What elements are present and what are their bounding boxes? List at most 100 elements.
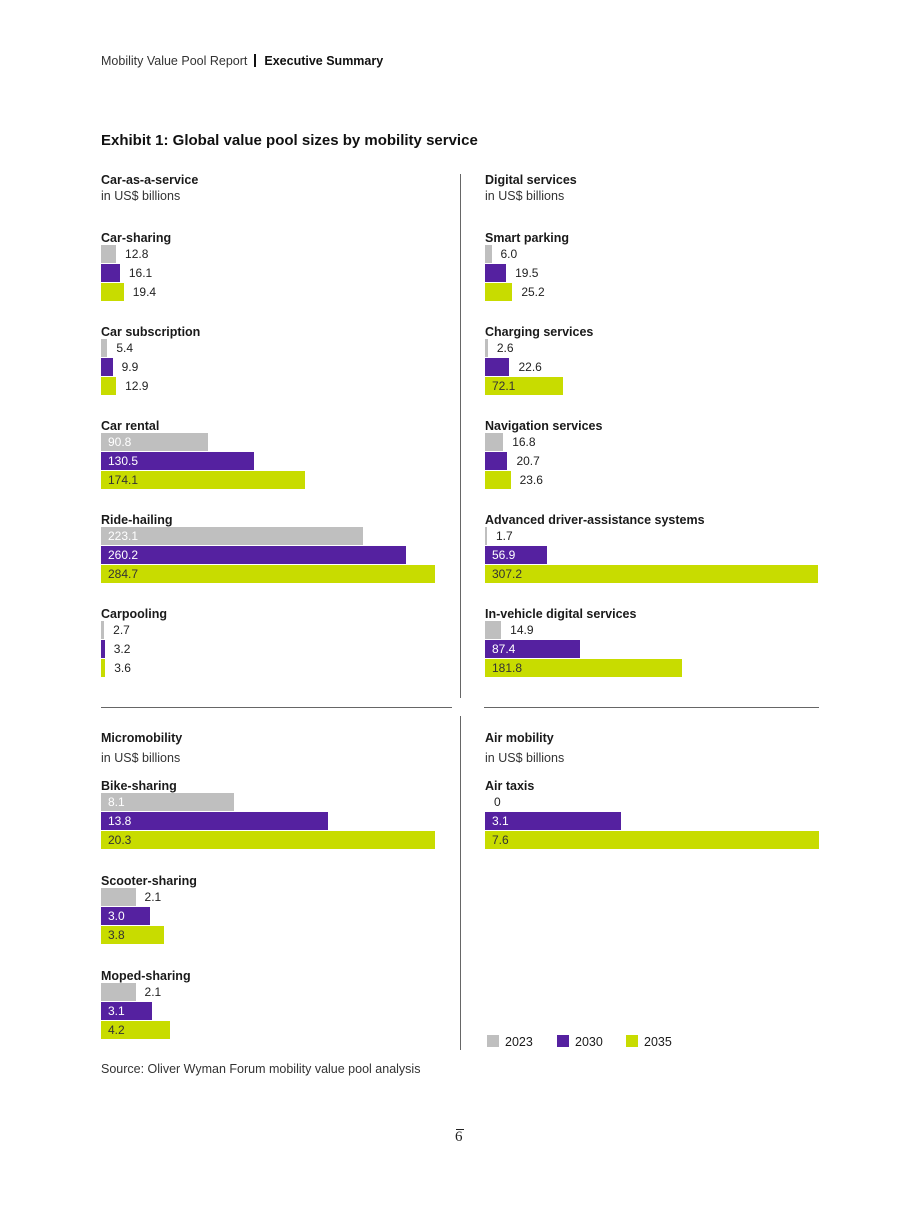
bar-2030 bbox=[101, 264, 120, 282]
bar-2030 bbox=[485, 812, 622, 830]
value-label-2030: 130.5 bbox=[108, 454, 139, 468]
bar-2035 bbox=[485, 283, 513, 301]
bar-2023 bbox=[101, 339, 108, 357]
section-name: Executive Summary bbox=[264, 54, 384, 68]
category-label: Smart parking bbox=[485, 231, 570, 245]
value-label-2030: 13.8 bbox=[108, 814, 132, 828]
value-label-2035: 174.1 bbox=[108, 473, 139, 487]
group-navigation-services: Navigation services 16.8 20.7 23.6 bbox=[485, 419, 828, 501]
bar-2023 bbox=[101, 983, 136, 1001]
bar-2035 bbox=[101, 283, 124, 301]
panel-title: Car-as-a-service bbox=[101, 173, 199, 187]
category-label: Car rental bbox=[101, 419, 160, 433]
legend-swatch-2035 bbox=[626, 1035, 638, 1047]
value-label-2023: 2.6 bbox=[496, 341, 514, 355]
bar-2023 bbox=[485, 621, 502, 639]
bar-2035 bbox=[485, 471, 511, 489]
category-label: Air taxis bbox=[485, 779, 535, 793]
group-advanced-driver-assistance-systems: Advanced driver-assistance systems 1.7 56.… bbox=[485, 513, 828, 595]
category-label: Bike-sharing bbox=[101, 779, 177, 793]
value-label-2035: 307.2 bbox=[492, 567, 523, 581]
value-label-2023: 2.1 bbox=[144, 985, 162, 999]
bar-2035 bbox=[101, 565, 435, 583]
value-label-2023: 16.8 bbox=[512, 435, 536, 449]
value-label-2023: 14.9 bbox=[510, 623, 534, 637]
report-header: Mobility Value Pool Report Executive Summ… bbox=[101, 54, 383, 68]
bar-2035 bbox=[485, 377, 564, 395]
value-label-2030: 87.4 bbox=[492, 642, 516, 656]
value-label-2030: 9.9 bbox=[121, 360, 139, 374]
bar-2030 bbox=[485, 358, 510, 376]
value-label-2035: 3.8 bbox=[108, 928, 125, 942]
source-note: Source: Oliver Wyman Forum mobility valu… bbox=[101, 1062, 421, 1076]
legend-item-2035: 2035 bbox=[626, 1035, 672, 1049]
group-moped-sharing: Moped-sharing 2.1 3.1 4.2 bbox=[101, 969, 445, 1051]
bar-2030 bbox=[101, 358, 113, 376]
bar-2030 bbox=[485, 452, 508, 470]
header-separator bbox=[254, 54, 257, 67]
legend-label-2035: 2035 bbox=[644, 1035, 672, 1049]
bar-2035 bbox=[101, 377, 117, 395]
group-bike-sharing: Bike-sharing 8.1 13.8 20.3 bbox=[101, 779, 445, 861]
legend-swatch-2023 bbox=[487, 1035, 499, 1047]
category-label: Car-sharing bbox=[101, 231, 172, 245]
group-ride-hailing: Ride-hailing 223.1 260.2 284.7 bbox=[101, 513, 445, 595]
bar-2030 bbox=[101, 640, 105, 658]
value-label-2030: 20.7 bbox=[516, 454, 540, 468]
legend-swatch-2030 bbox=[557, 1035, 569, 1047]
bar-2035 bbox=[101, 926, 164, 944]
bar-2023 bbox=[101, 621, 105, 639]
bar-2023 bbox=[101, 888, 136, 906]
bar-2030 bbox=[101, 907, 151, 925]
legend-item-2023: 2023 bbox=[487, 1035, 533, 1049]
bar-2023 bbox=[485, 433, 504, 451]
category-label: Car subscription bbox=[101, 325, 201, 339]
value-label-2030: 22.6 bbox=[518, 360, 542, 374]
value-label-2035: 72.1 bbox=[492, 379, 516, 393]
value-label-2035: 284.7 bbox=[108, 567, 139, 581]
bar-2030 bbox=[101, 546, 407, 564]
category-label: Carpooling bbox=[101, 607, 167, 621]
category-label: In-vehicle digital services bbox=[485, 607, 637, 621]
value-label-2023: 2.7 bbox=[113, 623, 130, 637]
bar-2035 bbox=[485, 565, 818, 583]
panel-unit: in US$ billions bbox=[485, 751, 565, 765]
bar-2035 bbox=[101, 471, 306, 489]
value-label-2030: 19.5 bbox=[515, 266, 539, 280]
bar-2035 bbox=[485, 831, 819, 849]
vertical-divider-top bbox=[460, 174, 461, 698]
group-car-rental: Car rental 90.8 130.5 174.1 bbox=[101, 419, 445, 501]
value-label-2035: 12.9 bbox=[125, 379, 149, 393]
vertical-divider-bottom bbox=[460, 716, 461, 1050]
bar-2035 bbox=[101, 1021, 171, 1039]
bar-2030 bbox=[101, 1002, 152, 1020]
horizontal-divider-left bbox=[101, 707, 452, 708]
panel-title: Digital services bbox=[485, 173, 577, 187]
value-label-2035: 4.2 bbox=[108, 1023, 125, 1037]
value-label-2035: 3.6 bbox=[114, 661, 131, 675]
value-label-2035: 181.8 bbox=[492, 661, 523, 675]
group-air-taxis: Air taxis 0 3.1 7.6 bbox=[485, 779, 829, 861]
panel-title: Air mobility bbox=[485, 731, 554, 745]
report-name: Mobility Value Pool Report bbox=[101, 54, 248, 68]
group-charging-services: Charging services 2.6 22.6 72.1 bbox=[485, 325, 828, 407]
group-smart-parking: Smart parking 6.0 19.5 25.2 bbox=[485, 231, 828, 313]
panel-title: Micromobility bbox=[101, 731, 183, 745]
category-label: Ride-hailing bbox=[101, 513, 173, 527]
value-label-2023: 5.4 bbox=[116, 341, 134, 355]
bar-2030 bbox=[485, 640, 580, 658]
exhibit-title: Exhibit 1: Global value pool sizes by mo… bbox=[101, 132, 478, 149]
value-label-2023: 6.0 bbox=[500, 247, 518, 261]
panel-unit: in US$ billions bbox=[101, 189, 181, 203]
horizontal-divider-right bbox=[484, 707, 819, 708]
legend-label-2023: 2023 bbox=[505, 1035, 533, 1049]
value-label-2023: 2.1 bbox=[144, 890, 162, 904]
page-number-text: 6 bbox=[455, 1129, 463, 1145]
bar-2023 bbox=[485, 527, 487, 545]
value-label-2023: 12.8 bbox=[125, 247, 149, 261]
value-label-2035: 19.4 bbox=[132, 285, 157, 299]
value-label-2023: 8.1 bbox=[108, 795, 125, 809]
page-number: 6 bbox=[455, 1129, 464, 1146]
page-number-overline bbox=[456, 1129, 464, 1130]
legend-label-2030: 2030 bbox=[575, 1035, 603, 1049]
